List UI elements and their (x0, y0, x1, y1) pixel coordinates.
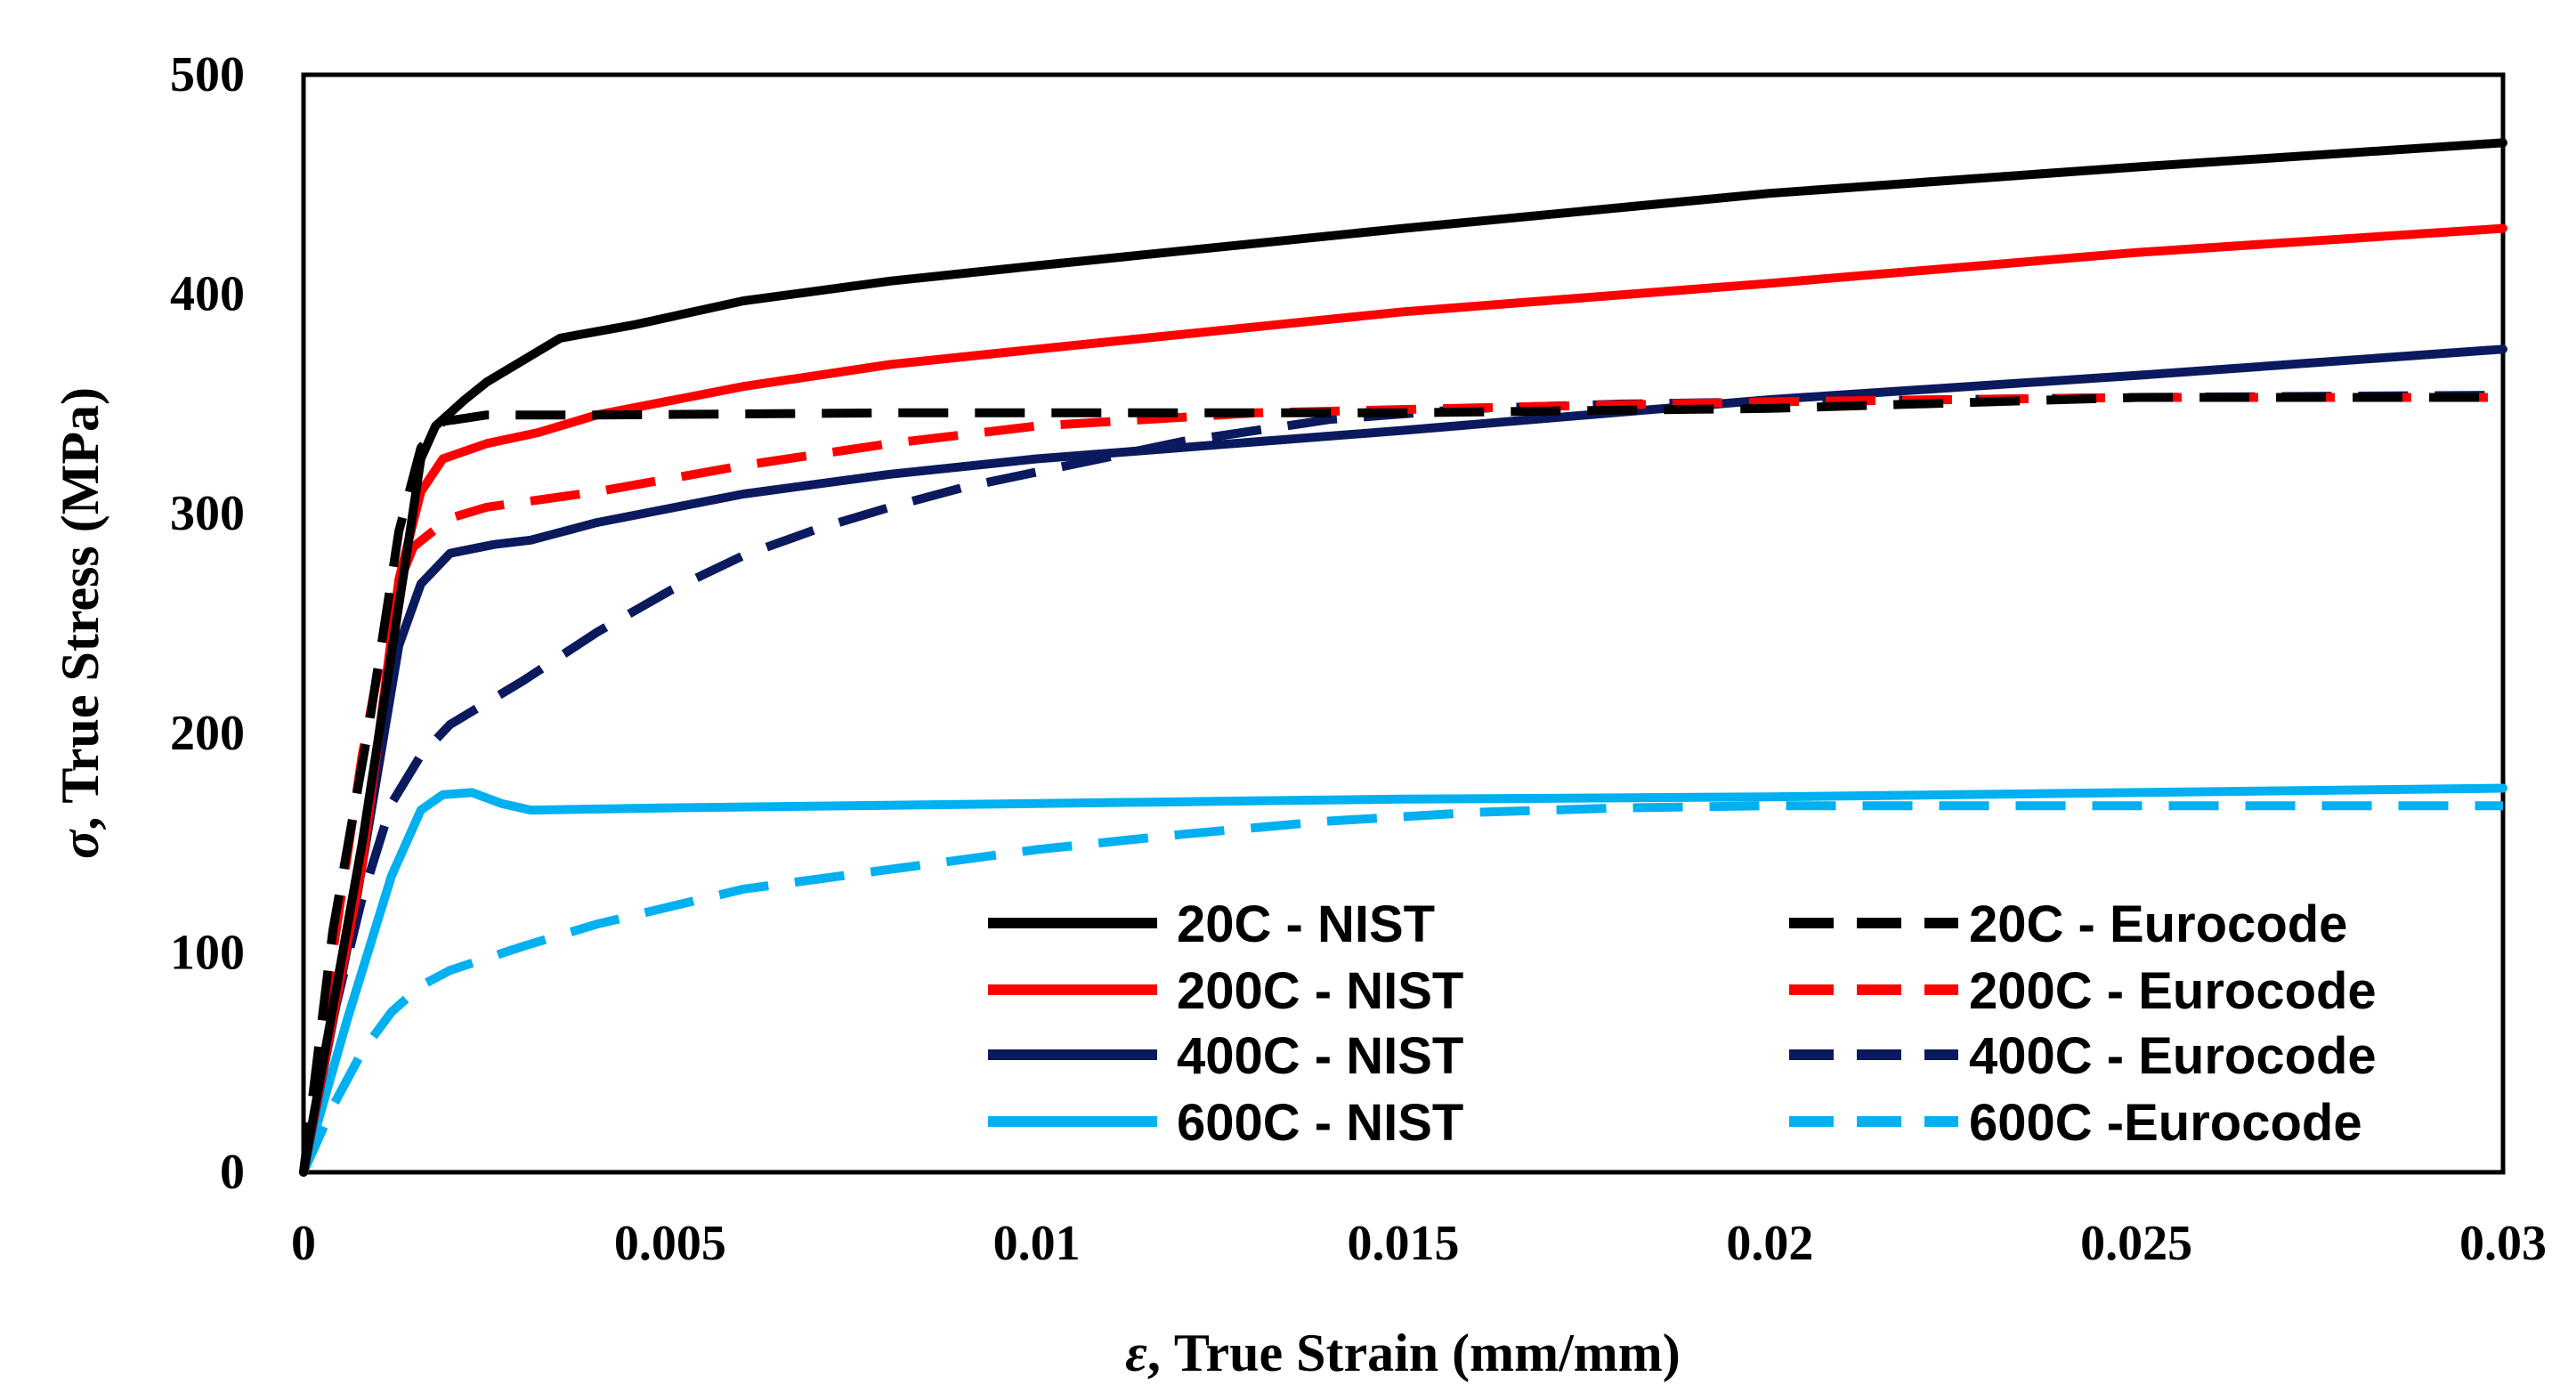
plot-frame (301, 72, 2506, 1175)
x-axis-title: ε, True Strain (mm/mm) (1125, 1324, 1680, 1382)
legend-label-400c-nist: 400C - NIST (1177, 1027, 1463, 1085)
y-tick-label-5: 500 (170, 47, 245, 102)
x-axis-symbol: ε (1125, 1324, 1147, 1382)
x-axis-label: , True Strain (mm/mm) (1147, 1324, 1681, 1382)
series-line-400c-nist (299, 344, 2507, 1177)
x-tick-label-3: 0.015 (1348, 1216, 1460, 1271)
legend-label-20c-eurocode: 20C - Eurocode (1969, 895, 2347, 953)
x-tick-label-5: 0.025 (2080, 1216, 2192, 1271)
plot-area (301, 72, 2506, 1175)
series-line-20c-eurocode (299, 393, 2503, 1173)
legend: 20C - NIST 200C - NIST 400C - NIST 600C - N… (988, 895, 2377, 1152)
y-tick-label-1: 100 (170, 925, 245, 980)
y-axis-label: , True Stress (MPa) (51, 387, 109, 830)
legend-label-200c-nist: 200C - NIST (1177, 962, 1463, 1020)
y-tick-label-2: 200 (170, 706, 245, 761)
y-tick-label-0: 0 (220, 1145, 245, 1200)
x-tick-label-6: 0.03 (2459, 1216, 2547, 1271)
x-tick-label-1: 0.005 (614, 1216, 726, 1271)
x-axis-ticks: 0 0.005 0.01 0.015 0.02 0.025 0.03 (291, 1216, 2547, 1271)
series-line-400c-eurocode (299, 391, 2504, 1173)
y-tick-label-3: 300 (170, 486, 245, 541)
series-line-20c-nist (299, 138, 2507, 1177)
x-tick-label-4: 0.02 (1726, 1216, 1813, 1271)
legend-label-200c-eurocode: 200C - Eurocode (1969, 962, 2377, 1020)
x-tick-label-0: 0 (291, 1216, 316, 1271)
legend-label-600c-nist: 600C - NIST (1177, 1094, 1463, 1152)
legend-label-20c-nist: 20C - NIST (1177, 895, 1435, 953)
series-line-200c-eurocode (299, 393, 2503, 1173)
series-line-600c-nist (299, 783, 2507, 1177)
y-axis-title: σ, True Stress (MPa) (51, 387, 109, 859)
x-tick-label-2: 0.01 (993, 1216, 1081, 1271)
y-axis-ticks: 0 100 200 300 400 500 (170, 47, 245, 1200)
series-line-600c-eurocode (299, 801, 2503, 1175)
legend-label-400c-eurocode: 400C - Eurocode (1969, 1027, 2377, 1085)
series-layer (299, 138, 2507, 1177)
y-tick-label-4: 400 (170, 267, 245, 322)
legend-label-600c-eurocode: 600C -Eurocode (1969, 1094, 2362, 1152)
y-axis-symbol: σ (51, 829, 109, 859)
